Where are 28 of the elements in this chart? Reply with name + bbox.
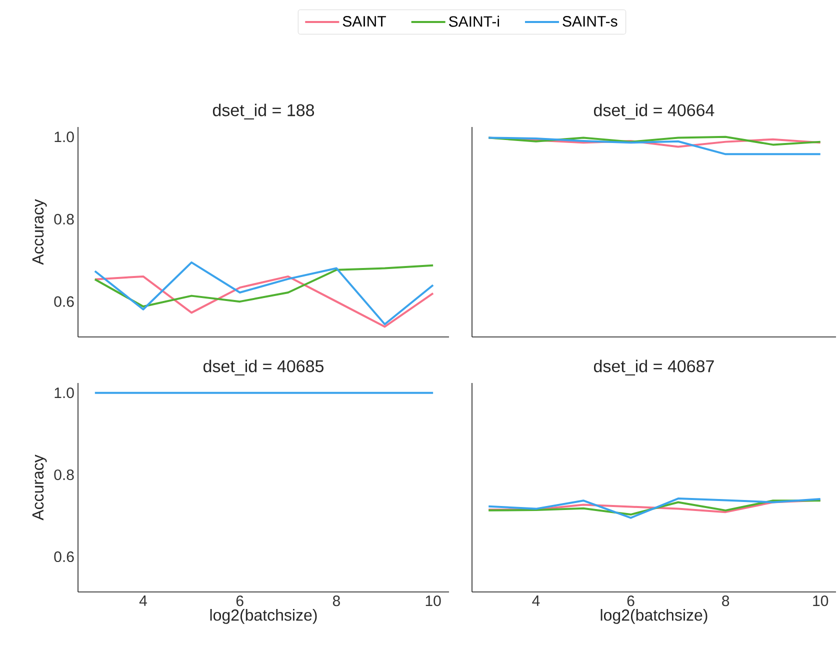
legend-label: SAINT-s [562, 16, 618, 27]
x-axis-title: log2(batchsize) [600, 609, 708, 624]
x-axis-title: log2(batchsize) [210, 609, 317, 624]
x-tick-label: 10 [426, 596, 441, 606]
y-axis-title: Accuracy [32, 199, 47, 265]
x-tick-label: 8 [332, 596, 340, 606]
y-tick-label: 1.0 [54, 388, 74, 398]
legend-label: SAINT-i [448, 16, 499, 27]
x-tick-label: 6 [236, 596, 244, 606]
x-tick-label: 10 [813, 596, 828, 606]
chart-title: dset_id = 188 [212, 104, 314, 120]
y-tick-label: 0.6 [54, 551, 74, 562]
chart-title: dset_id = 40685 [203, 360, 324, 376]
y-tick-label: 0.8 [54, 469, 74, 480]
y-axis-title: Accuracy [32, 454, 47, 520]
chart-title: dset_id = 40687 [594, 360, 714, 376]
chart-title: dset_id = 40664 [594, 104, 714, 120]
y-tick-label: 1.0 [54, 132, 74, 142]
line-series [94, 264, 434, 308]
legend-label: SAINT [342, 16, 386, 27]
x-tick-label: 6 [627, 596, 634, 606]
line-series [94, 261, 434, 326]
line-series [94, 275, 434, 328]
x-tick-label: 4 [532, 596, 540, 606]
y-tick-label: 0.6 [54, 296, 74, 307]
x-tick-label: 8 [722, 596, 730, 606]
y-tick-label: 0.8 [54, 214, 74, 225]
x-tick-label: 4 [139, 596, 147, 606]
